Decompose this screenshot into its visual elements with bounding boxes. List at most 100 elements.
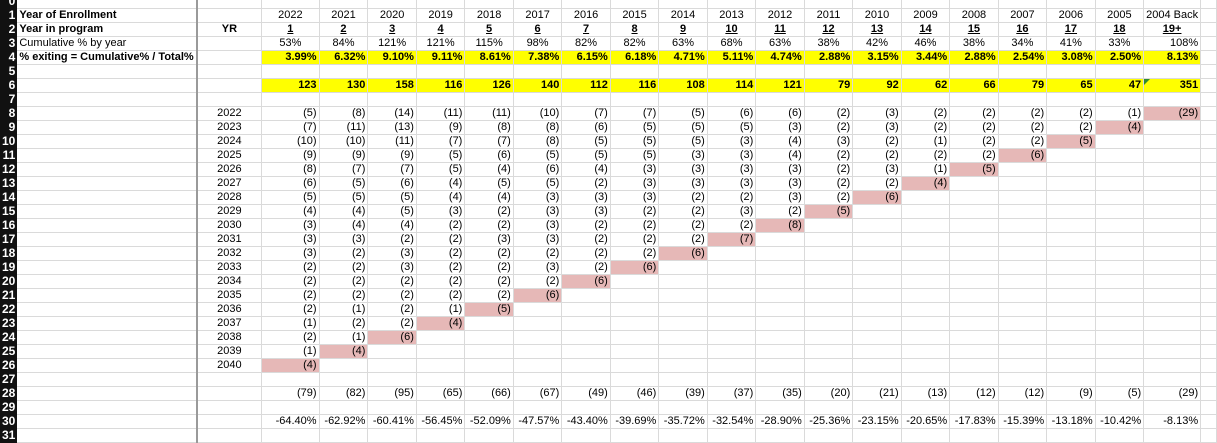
matrix-cell[interactable]: (3) bbox=[261, 232, 320, 247]
empty-cell[interactable] bbox=[852, 400, 902, 415]
empty-cell[interactable] bbox=[852, 428, 902, 443]
empty-cell[interactable] bbox=[609, 400, 660, 415]
projection-year[interactable]: 2037 bbox=[196, 316, 263, 331]
empty-cell[interactable] bbox=[561, 400, 611, 415]
enrollment-year[interactable]: 2011 bbox=[803, 8, 854, 23]
exiting-pct[interactable]: 6.32% bbox=[318, 50, 369, 65]
matrix-cell[interactable]: (10) bbox=[512, 106, 563, 121]
matrix-cell[interactable]: (1) bbox=[318, 302, 369, 317]
empty-cell[interactable] bbox=[997, 92, 1048, 107]
column-pct[interactable]: -17.83% bbox=[949, 414, 999, 429]
cell[interactable] bbox=[1200, 358, 1217, 373]
row-header[interactable]: 3 bbox=[0, 36, 18, 51]
cell[interactable] bbox=[196, 36, 263, 51]
empty-cell[interactable] bbox=[464, 372, 514, 387]
column-pct[interactable]: -39.69% bbox=[609, 414, 660, 429]
empty-cell[interactable] bbox=[900, 428, 951, 443]
count[interactable]: 79 bbox=[803, 78, 854, 93]
empty-cell[interactable] bbox=[900, 302, 951, 317]
empty-cell[interactable] bbox=[1046, 64, 1096, 79]
row-header[interactable]: 30 bbox=[0, 414, 18, 429]
cell[interactable] bbox=[1200, 246, 1217, 261]
empty-cell[interactable] bbox=[415, 344, 466, 359]
empty-cell[interactable] bbox=[1143, 372, 1202, 387]
row-header[interactable]: 24 bbox=[0, 330, 18, 345]
empty-cell[interactable] bbox=[803, 260, 854, 275]
empty-cell[interactable] bbox=[512, 302, 563, 317]
matrix-cell[interactable]: (2) bbox=[561, 218, 611, 233]
empty-cell[interactable] bbox=[900, 358, 951, 373]
matrix-cell[interactable]: (2) bbox=[900, 148, 951, 163]
empty-cell[interactable] bbox=[706, 302, 757, 317]
empty-cell[interactable] bbox=[1046, 260, 1096, 275]
row-header[interactable]: 25 bbox=[0, 344, 18, 359]
column-total[interactable]: (79) bbox=[261, 386, 320, 401]
matrix-cell[interactable]: (2) bbox=[318, 288, 369, 303]
program-year[interactable]: 4 bbox=[415, 22, 466, 37]
cumulative-pct[interactable]: 38% bbox=[803, 36, 854, 51]
empty-cell[interactable] bbox=[997, 316, 1048, 331]
empty-cell[interactable] bbox=[852, 204, 902, 219]
empty-cell[interactable] bbox=[261, 428, 320, 443]
empty-cell[interactable] bbox=[706, 344, 757, 359]
column-pct[interactable]: -28.90% bbox=[755, 414, 805, 429]
row-header[interactable]: 28 bbox=[0, 386, 18, 401]
matrix-cell[interactable]: (2) bbox=[415, 246, 466, 261]
empty-cell[interactable] bbox=[949, 190, 999, 205]
empty-cell[interactable] bbox=[1143, 176, 1202, 191]
exiting-pct[interactable]: 3.15% bbox=[852, 50, 902, 65]
matrix-cell[interactable]: (7) bbox=[415, 134, 466, 149]
enrollment-year[interactable]: 2019 bbox=[415, 8, 466, 23]
empty-cell[interactable] bbox=[949, 232, 999, 247]
empty-cell[interactable] bbox=[900, 288, 951, 303]
empty-cell[interactable] bbox=[1046, 358, 1096, 373]
enrollment-year[interactable]: 2006 bbox=[1046, 8, 1096, 23]
cumulative-pct[interactable]: 115% bbox=[464, 36, 514, 51]
empty-cell[interactable] bbox=[1143, 204, 1202, 219]
column-total[interactable]: (12) bbox=[997, 386, 1048, 401]
empty-cell[interactable] bbox=[755, 372, 805, 387]
empty-cell[interactable] bbox=[609, 302, 660, 317]
projection-year[interactable]: 2039 bbox=[196, 344, 263, 359]
empty-cell[interactable] bbox=[1094, 92, 1145, 107]
empty-cell[interactable] bbox=[261, 372, 320, 387]
matrix-cell[interactable]: (8) bbox=[318, 106, 369, 121]
matrix-cell[interactable]: (2) bbox=[464, 218, 514, 233]
enrollment-year[interactable]: 2021 bbox=[318, 8, 369, 23]
exiting-pct[interactable]: 3.99% bbox=[261, 50, 320, 65]
matrix-cell[interactable]: (7) bbox=[318, 162, 369, 177]
empty-cell[interactable] bbox=[196, 64, 263, 79]
empty-cell[interactable] bbox=[1143, 92, 1202, 107]
program-year[interactable]: 12 bbox=[803, 22, 854, 37]
empty-cell[interactable] bbox=[561, 288, 611, 303]
empty-cell[interactable] bbox=[367, 0, 417, 9]
cell[interactable] bbox=[1200, 148, 1217, 163]
empty-cell[interactable] bbox=[900, 232, 951, 247]
empty-cell[interactable] bbox=[658, 344, 708, 359]
empty-cell[interactable] bbox=[658, 92, 708, 107]
empty-cell[interactable] bbox=[1143, 190, 1202, 205]
matrix-cell[interactable]: (3) bbox=[706, 148, 757, 163]
matrix-cell[interactable]: (2) bbox=[261, 260, 320, 275]
matrix-cell[interactable]: (2) bbox=[367, 274, 417, 289]
cell[interactable] bbox=[196, 8, 263, 23]
empty-cell[interactable] bbox=[261, 400, 320, 415]
matrix-cell[interactable]: (5) bbox=[658, 120, 708, 135]
program-year[interactable]: 7 bbox=[561, 22, 611, 37]
program-year[interactable]: 8 bbox=[609, 22, 660, 37]
empty-cell[interactable] bbox=[561, 330, 611, 345]
column-total[interactable]: (29) bbox=[1143, 386, 1202, 401]
empty-cell[interactable] bbox=[318, 0, 369, 9]
enrollment-year[interactable]: 2009 bbox=[900, 8, 951, 23]
empty-cell[interactable] bbox=[852, 246, 902, 261]
empty-cell[interactable] bbox=[1143, 260, 1202, 275]
column-total[interactable]: (46) bbox=[609, 386, 660, 401]
empty-cell[interactable] bbox=[1094, 358, 1145, 373]
cell[interactable] bbox=[16, 414, 198, 429]
empty-cell[interactable] bbox=[949, 246, 999, 261]
empty-cell[interactable] bbox=[706, 64, 757, 79]
matrix-cell[interactable]: (2) bbox=[852, 134, 902, 149]
projection-year[interactable]: 2024 bbox=[196, 134, 263, 149]
matrix-cell[interactable]: (7) bbox=[367, 162, 417, 177]
